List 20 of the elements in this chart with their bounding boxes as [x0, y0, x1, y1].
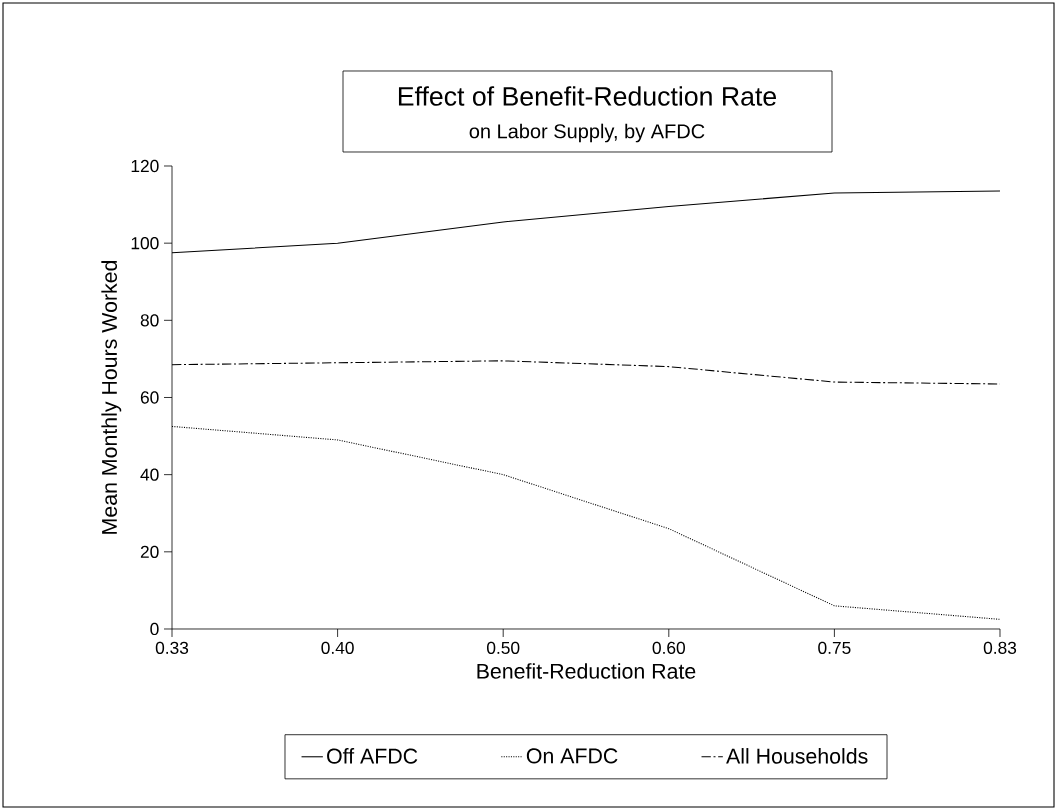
x-tick-label: 0.75 [818, 641, 851, 654]
y-tick-label: 40 [140, 468, 159, 481]
x-axis-title: Benefit-Reduction Rate [477, 663, 696, 679]
y-tick-label: 60 [140, 391, 159, 404]
legend-label: On AFDC [526, 748, 618, 764]
y-tick-label: 80 [140, 314, 159, 327]
x-tick-label: 0.33 [155, 641, 189, 654]
legend-label: Off AFDC [327, 748, 418, 764]
chart-subtitle: on Labor Supply, by AFDC [469, 123, 705, 143]
x-tick-label: 0.60 [652, 641, 685, 654]
chart-title: Effect of Benefit-Reduction Rate [398, 86, 776, 106]
y-tick-label: 120 [131, 159, 159, 173]
y-tick-label: 0 [150, 622, 159, 636]
x-tick-label: 0.40 [321, 641, 354, 654]
x-tick-label: 0.50 [487, 641, 520, 654]
y-tick-label: 20 [140, 545, 159, 558]
x-tick-label: 0.83 [983, 641, 1017, 654]
legend-label: All Households [726, 748, 868, 764]
y-tick-label: 100 [131, 237, 159, 250]
y-axis-title: Mean Monthly Hours Worked [101, 260, 122, 534]
